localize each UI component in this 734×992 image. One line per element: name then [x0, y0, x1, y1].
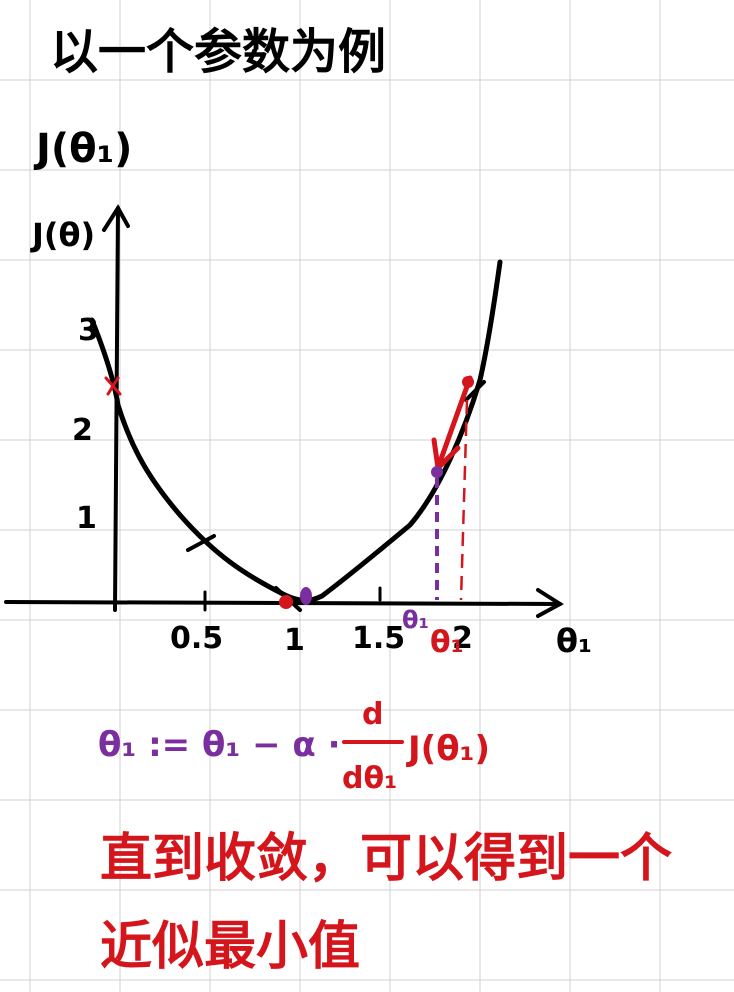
formula-lhs: θ₁ := θ₁ − α · — [98, 725, 341, 765]
function-label: J(θ₁) — [33, 126, 132, 172]
heading: 以一个参数为例 — [50, 24, 386, 80]
minimum-red-point — [279, 595, 293, 609]
x-tick-1.5: 1.5 — [352, 621, 405, 656]
y-tick-2: 2 — [72, 413, 93, 448]
formula-frac-num: d — [362, 697, 383, 732]
x-axis-arrow — [536, 588, 564, 618]
x-tick-2: 2 — [452, 621, 473, 656]
red-theta-label: θ₁ — [430, 625, 464, 660]
y-axis-label: J(θ) — [30, 216, 95, 254]
update-rule: θ₁ := θ₁ − α · d dθ₁ J(θ₁) — [98, 697, 490, 796]
next-theta-purple-point — [431, 466, 443, 478]
note-line-1: 直到收敛，可以得到一个 — [100, 829, 672, 889]
note-line-2: 近似最小值 — [100, 917, 360, 977]
red-projection-line — [459, 399, 469, 601]
formula-frac-den: dθ₁ — [342, 761, 397, 796]
current-theta-red-point — [462, 376, 474, 388]
minimum-purple-point — [300, 587, 312, 605]
x-tick-marks — [203, 586, 382, 612]
y-axis-arrow — [102, 204, 130, 232]
x-tick-0.5: 0.5 — [170, 621, 223, 656]
y-axis — [113, 206, 120, 612]
formula-rhs: J(θ₁) — [406, 729, 490, 769]
axes — [4, 204, 564, 618]
curve-markers — [186, 380, 486, 612]
x-axis-label: θ₁ — [556, 622, 592, 660]
red-start-mark — [104, 376, 122, 396]
purple-theta-label: θ₁ — [402, 606, 429, 634]
x-tick-1: 1 — [284, 623, 305, 658]
y-tick-1: 1 — [76, 501, 97, 536]
